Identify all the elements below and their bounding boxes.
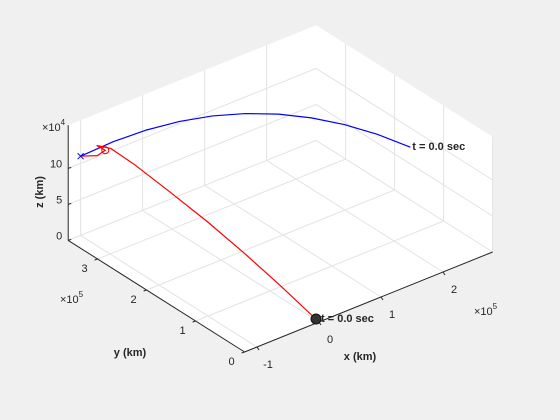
grid-line: [195, 220, 444, 322]
x-axis-label: x (km): [344, 351, 377, 363]
y-tick-label: 1: [180, 325, 186, 337]
annotation: t = 0.0 sec: [321, 313, 374, 325]
y-axis-label: y (km): [114, 347, 147, 359]
annotation: t = 0.0 sec: [412, 141, 465, 153]
z-tick-label: 10: [50, 158, 62, 170]
axes-background: [68, 25, 493, 352]
z-axis-label: z (km): [34, 176, 46, 208]
x-axis-line: [244, 251, 493, 353]
z-exponent-power: 4: [61, 118, 66, 127]
earth: [310, 313, 322, 325]
grid-line: [68, 103, 317, 205]
grid-line: [97, 158, 346, 260]
z-tick-label: 5: [56, 194, 62, 206]
x-exponent-base: ×10: [474, 306, 493, 318]
y-tick: [143, 289, 147, 292]
x-tick: [256, 346, 260, 351]
y-exponent: ×105: [60, 290, 84, 306]
x-tick: [442, 271, 446, 276]
end-marker: [101, 146, 110, 155]
trajectory: [80, 112, 411, 157]
grid-line: [68, 67, 317, 169]
z-exponent: ×104: [42, 118, 66, 134]
grid-line: [315, 103, 493, 217]
z-tick-label: 0: [56, 230, 62, 242]
y-tick: [94, 258, 98, 261]
grid-line: [68, 139, 317, 241]
x-exponent: ×105: [474, 302, 498, 318]
z-tick: [68, 202, 72, 205]
x-tick: [380, 296, 384, 301]
y-exponent-base: ×10: [60, 294, 79, 306]
y-tick-label: 2: [131, 294, 137, 306]
x-tick-label: 2: [451, 284, 457, 296]
grid-line: [315, 139, 493, 253]
grid-line: [146, 189, 395, 291]
grid-line: [315, 67, 493, 181]
y-tick-label: 3: [82, 263, 88, 275]
z-tick: [68, 238, 72, 241]
y-tick-label: 0: [229, 356, 235, 368]
y-tick: [241, 351, 245, 354]
y-exponent-power: 5: [79, 290, 84, 299]
x-tick-label: 1: [389, 309, 395, 321]
z-tick: [68, 166, 72, 169]
end-marker: [77, 152, 84, 160]
x-tick-label: -1: [263, 359, 273, 371]
x-tick-label: 0: [327, 334, 333, 346]
x-exponent-power: 5: [493, 302, 498, 311]
y-tick: [192, 320, 196, 323]
z-exponent-base: ×10: [42, 122, 61, 134]
